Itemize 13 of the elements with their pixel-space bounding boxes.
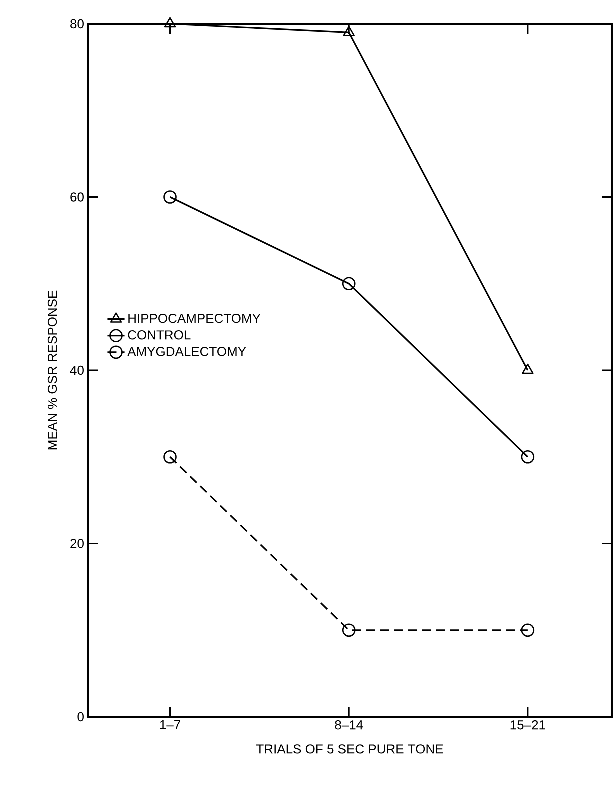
x-tick-label: 15–21	[510, 720, 546, 730]
y-tick-label: 40	[70, 366, 84, 376]
y-tick-label: 80	[70, 19, 84, 29]
y-axis-title: MEAN % GSR RESPONSE	[48, 290, 58, 450]
x-tick-label: 1–7	[160, 720, 180, 730]
x-tick-label: 8–14	[335, 720, 364, 730]
legend-label: CONTROL	[128, 330, 191, 340]
legend-label: HIPPOCAMPECTOMY	[128, 314, 261, 324]
y-tick-label: 0	[78, 712, 84, 722]
legend-label: AMYGDALECTOMY	[128, 347, 246, 356]
y-tick-label: 60	[70, 192, 84, 202]
x-axis-title: TRIALS OF 5 SEC PURE TONE	[256, 744, 444, 754]
y-tick-label: 20	[70, 539, 84, 548]
